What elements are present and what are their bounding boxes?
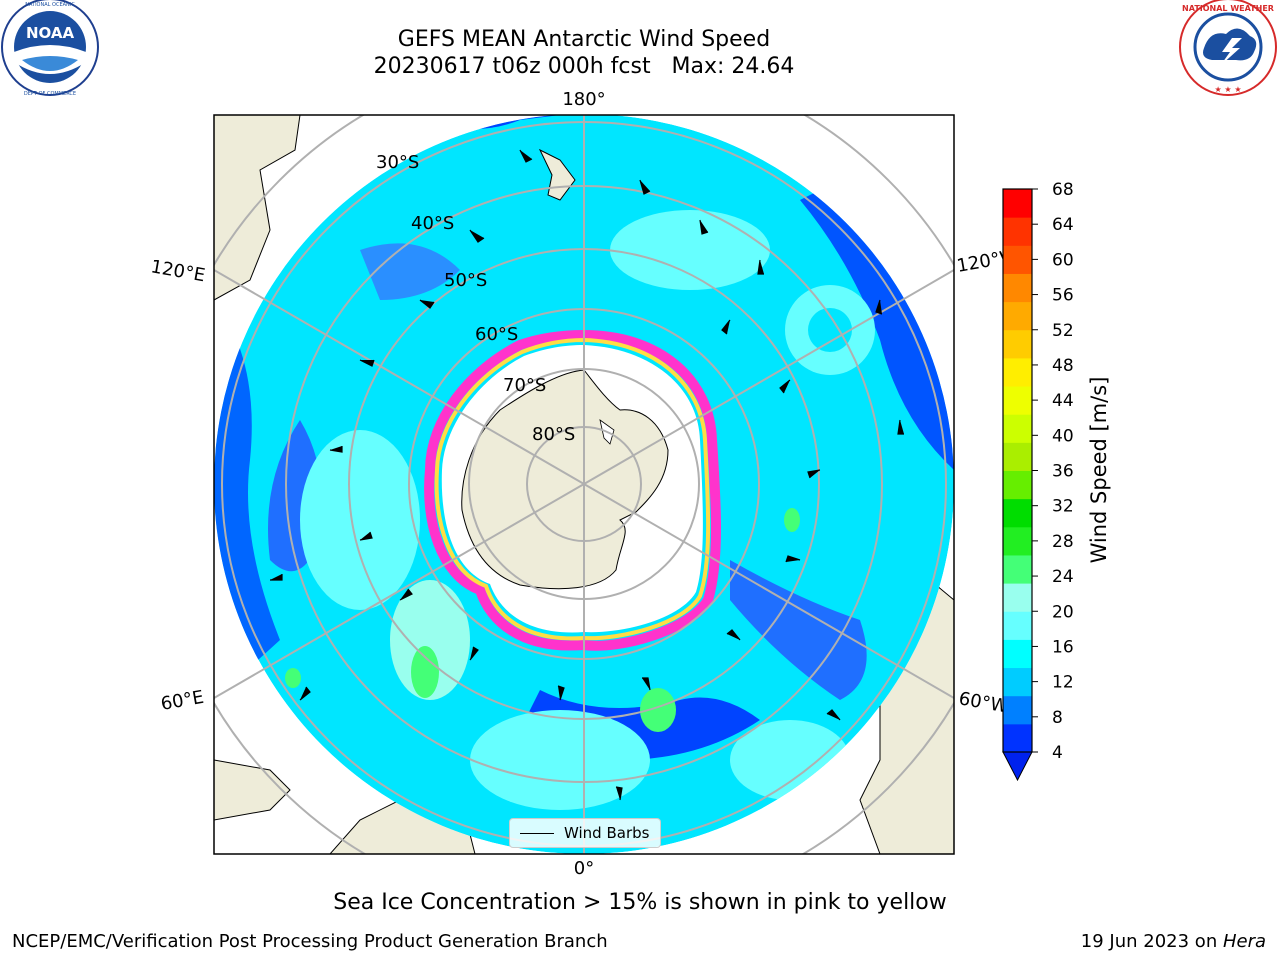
colorbar-tick-label: 4 — [1052, 743, 1063, 763]
colorbar-tick-label: 16 — [1052, 637, 1074, 657]
colorbar-band — [1003, 667, 1032, 697]
colorbar-band — [1003, 357, 1032, 387]
colorbar-band — [1003, 245, 1032, 274]
svg-text:DEPT OF COMMERCE: DEPT OF COMMERCE — [24, 91, 76, 97]
wind-barb-legend-label: Wind Barbs — [564, 824, 650, 842]
colorbar-band — [1003, 526, 1032, 556]
colorbar-band — [1003, 273, 1032, 303]
colorbar-band — [1003, 217, 1032, 246]
map-area — [214, 115, 954, 854]
colorbar-tick-label: 20 — [1052, 602, 1074, 622]
colorbar-tick-label: 60 — [1052, 250, 1074, 270]
footer-date-text: 19 Jun 2023 on — [1080, 931, 1223, 952]
colorbar-tick-label: 8 — [1052, 708, 1063, 728]
sea-ice-ring — [424, 329, 721, 651]
colorbar-band — [1003, 414, 1032, 443]
colorbar-band — [1003, 611, 1032, 640]
lat-label-50s: 50°S — [444, 270, 487, 291]
colorbar-band — [1003, 329, 1032, 359]
colorbar-tick-label: 64 — [1052, 215, 1074, 235]
lat-label-30s: 30°S — [376, 152, 419, 173]
noaa-logo-text: NOAA — [26, 24, 75, 42]
wind-barbs — [270, 149, 904, 801]
colorbar-band — [1003, 554, 1032, 584]
colorbar-band — [1003, 189, 1032, 218]
lat-label-40s: 40°S — [411, 213, 454, 234]
colorbar-tick-label: 40 — [1052, 426, 1074, 446]
colorbar-tick-label: 32 — [1052, 497, 1074, 517]
map-frame — [213, 114, 955, 855]
colorbar-tick-label: 28 — [1052, 532, 1074, 552]
colorbar-band — [1003, 695, 1032, 725]
map-title: GEFS MEAN Antarctic Wind Speed — [397, 27, 771, 52]
colorbar-band — [1003, 639, 1032, 669]
lat-label-70s: 70°S — [503, 375, 546, 396]
colorbar-underflow — [1002, 751, 1033, 782]
wind-barb-legend: Wind Barbs — [509, 818, 661, 848]
colorbar-band — [1003, 442, 1032, 471]
footer-host: Hera — [1222, 931, 1266, 952]
colorbar-band — [1003, 301, 1032, 331]
wind-barb-legend-line — [520, 832, 554, 834]
colorbar-label: Wind Speed [m/s] — [1087, 377, 1111, 564]
sea-ice-caption-text: Sea Ice Concentration > 15% is shown in … — [333, 890, 947, 915]
antarctica — [441, 345, 703, 633]
colorbar-tick-label: 48 — [1052, 356, 1074, 376]
colorbar-band — [1003, 470, 1032, 500]
colorbar-tick-label: 52 — [1052, 321, 1074, 341]
lon-label-60e: 60°E — [159, 687, 205, 715]
colorbar-tick-label: 68 — [1052, 180, 1074, 200]
noaa-logo: NOAA NATIONAL OCEANIC DEPT OF COMMERCE — [1, 0, 99, 97]
lat-label-80s: 80°S — [532, 424, 575, 445]
lon-label-180: 180° — [562, 89, 605, 110]
svg-text:NATIONAL WEATHER: NATIONAL WEATHER — [1182, 4, 1274, 13]
lat-label-60s: 60°S — [475, 324, 518, 345]
footer-date: 19 Jun 2023 on Hera — [1081, 931, 1266, 952]
lon-label-60w: 60°W — [957, 688, 1010, 717]
colorbar-band — [1003, 583, 1032, 612]
colorbar-tick-label: 56 — [1052, 286, 1074, 306]
colorbar-tick-label: 36 — [1052, 462, 1074, 482]
colorbar-tick-label: 12 — [1052, 673, 1074, 693]
svg-text:NATIONAL OCEANIC: NATIONAL OCEANIC — [25, 2, 75, 8]
colorbar-band — [1003, 498, 1032, 528]
map-subtitle: 20230617 t06z 000h fcst Max: 24.64 — [373, 54, 795, 79]
colorbar-tick-label: 44 — [1052, 391, 1074, 411]
nws-logo: NATIONAL WEATHER ★ ★ ★ — [1179, 0, 1277, 96]
sea-ice-caption: Sea Ice Concentration > 15% is shown in … — [0, 890, 1280, 915]
footer-credit: NCEP/EMC/Verification Post Processing Pr… — [12, 931, 608, 952]
colorbar-band — [1003, 723, 1032, 753]
colorbar-band — [1003, 386, 1032, 415]
lon-label-120e: 120°E — [149, 256, 207, 286]
svg-text:★ ★ ★: ★ ★ ★ — [1214, 85, 1241, 94]
colorbar-tick-label: 24 — [1052, 567, 1074, 587]
lon-label-0: 0° — [574, 858, 594, 879]
